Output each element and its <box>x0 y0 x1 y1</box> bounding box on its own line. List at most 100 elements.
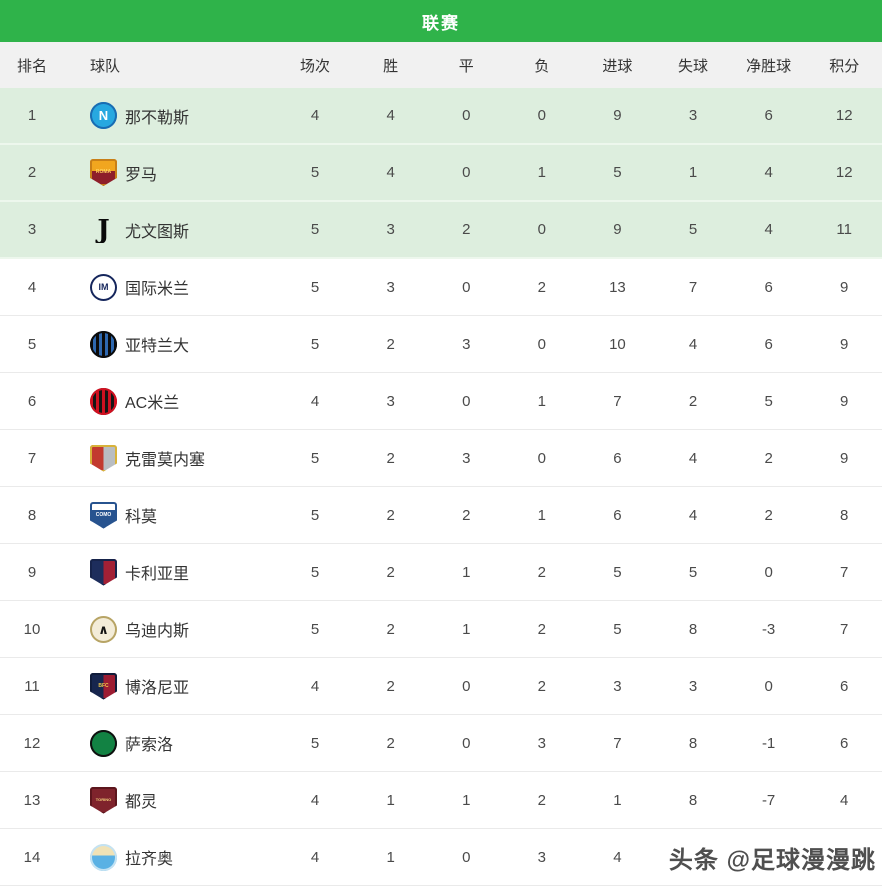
team-name: 都灵 <box>125 794 158 811</box>
stat-goals-for: 5 <box>613 164 622 181</box>
team-rank: 5 <box>27 335 37 353</box>
stat-played: 5 <box>310 221 320 238</box>
col-header-goals-for: 进球 <box>602 57 633 75</box>
stat-goals-for: 3 <box>613 677 622 695</box>
stat-losses: 2 <box>537 620 546 638</box>
stat-goal-diff: 5 <box>764 392 773 410</box>
team-crest-label: TORINO <box>95 797 112 802</box>
team-row[interactable]: 14 拉齐奥 4 1 0 3 4 <box>0 829 882 886</box>
stat-goals-for: 9 <box>613 107 622 124</box>
team-row[interactable]: 13 TORINO 都灵 4 1 1 2 1 8 -7 4 <box>0 772 882 829</box>
stat-goal-diff: 4 <box>764 221 773 238</box>
team-rank: 7 <box>27 449 37 467</box>
team-cell: TORINO 都灵 <box>64 786 277 814</box>
stat-goals-for: 5 <box>613 620 622 638</box>
stat-goals-against: 5 <box>688 563 698 581</box>
team-row[interactable]: 4 IM 国际米兰 5 3 0 2 13 7 6 9 <box>0 259 882 316</box>
league-header-bar: 联赛 <box>0 0 882 42</box>
stat-played: 5 <box>310 563 320 581</box>
team-name: 乌迪内斯 <box>125 623 190 640</box>
team-row[interactable]: 1 N 那不勒斯 4 4 0 0 9 3 6 12 <box>0 88 882 145</box>
team-row[interactable]: 3 J 尤文图斯 5 3 2 0 9 5 4 11 <box>0 202 882 259</box>
team-cell: 萨索洛 <box>64 729 277 757</box>
stat-wins: 4 <box>386 164 395 181</box>
stat-points: 4 <box>840 791 849 809</box>
stat-goals-against: 8 <box>688 791 698 809</box>
team-crest-label: ∧ <box>98 621 109 637</box>
stat-draws: 0 <box>462 848 471 866</box>
team-row[interactable]: 9 卡利亚里 5 2 1 2 5 5 0 7 <box>0 544 882 601</box>
team-cell: 亚特兰大 <box>64 330 277 358</box>
stat-draws: 1 <box>462 620 471 638</box>
team-row[interactable]: 12 萨索洛 5 2 0 3 7 8 -1 6 <box>0 715 882 772</box>
stat-wins: 2 <box>386 335 395 353</box>
stat-losses: 1 <box>537 164 546 181</box>
team-row[interactable]: 8 COMO 科莫 5 2 2 1 6 4 2 8 <box>0 487 882 544</box>
stat-goal-diff: 0 <box>764 563 773 581</box>
stat-draws: 3 <box>462 449 471 467</box>
stat-points: 6 <box>840 677 849 695</box>
col-header-points: 积分 <box>829 57 860 75</box>
stat-goals-for: 4 <box>613 848 622 866</box>
team-cell: J 尤文图斯 <box>64 216 277 243</box>
team-row[interactable]: 2 ROMA 罗马 5 4 0 1 5 1 4 12 <box>0 145 882 202</box>
team-name: 克雷莫内塞 <box>125 452 206 469</box>
team-crest-icon: J <box>90 216 117 243</box>
team-rank: 11 <box>24 677 40 695</box>
stat-goals-for: 6 <box>613 449 622 467</box>
team-row[interactable]: 5 亚特兰大 5 2 3 0 10 4 6 9 <box>0 316 882 373</box>
team-crest-icon <box>90 387 117 415</box>
team-cell: 拉齐奥 <box>64 843 277 871</box>
team-row[interactable]: 11 BFC 博洛尼亚 4 2 0 2 3 3 0 6 <box>0 658 882 715</box>
team-crest-label: ROMA <box>95 169 112 175</box>
stat-wins: 3 <box>386 392 395 410</box>
team-cell: AC米兰 <box>64 387 277 415</box>
stat-losses: 3 <box>537 734 546 752</box>
team-crest-icon: BFC <box>90 672 117 700</box>
team-cell: COMO 科莫 <box>64 501 277 529</box>
stat-played: 4 <box>310 677 320 695</box>
team-rank: 2 <box>27 164 37 181</box>
team-cell: ROMA 罗马 <box>64 159 277 186</box>
stat-goal-diff: 4 <box>764 164 773 181</box>
stat-wins: 2 <box>386 677 395 695</box>
stat-draws: 0 <box>462 107 471 124</box>
column-header-row: 排名 球队 场次 胜 平 负 进球 失球 净胜球 积分 <box>0 42 882 88</box>
team-row[interactable]: 10 ∧ 乌迪内斯 5 2 1 2 5 8 -3 7 <box>0 601 882 658</box>
team-crest-icon <box>90 330 117 358</box>
col-header-wins: 胜 <box>383 57 399 75</box>
team-row[interactable]: 6 AC米兰 4 3 0 1 7 2 5 9 <box>0 373 882 430</box>
team-name: 国际米兰 <box>125 281 190 298</box>
stat-losses: 1 <box>537 506 546 524</box>
stat-goals-against: 2 <box>688 392 698 410</box>
stat-losses: 0 <box>537 335 546 353</box>
stat-goal-diff: -1 <box>761 734 776 752</box>
team-cell: IM 国际米兰 <box>64 273 277 301</box>
team-name: 拉齐奥 <box>125 851 174 868</box>
col-header-team: 球队 <box>90 57 121 75</box>
stat-played: 5 <box>310 620 320 638</box>
team-name: 罗马 <box>125 166 158 184</box>
stat-points: 9 <box>840 449 849 467</box>
team-crest-icon: TORINO <box>90 786 117 814</box>
stat-goals-for: 13 <box>609 278 626 296</box>
team-crest-label: BFC <box>98 682 109 689</box>
stat-played: 4 <box>310 392 320 410</box>
team-row[interactable]: 7 克雷莫内塞 5 2 3 0 6 4 2 9 <box>0 430 882 487</box>
stat-played: 4 <box>310 848 320 866</box>
stat-goals-for: 10 <box>609 335 626 353</box>
stat-wins: 2 <box>386 449 395 467</box>
stat-points: 7 <box>840 563 849 581</box>
team-crest-label: N <box>98 108 109 123</box>
stat-goals-against: 3 <box>688 677 698 695</box>
stat-draws: 3 <box>462 335 471 353</box>
stat-losses: 3 <box>537 848 546 866</box>
stat-goals-against: 3 <box>688 107 698 124</box>
stat-goals-for: 7 <box>613 734 622 752</box>
stat-goal-diff: -3 <box>761 620 776 638</box>
stat-losses: 2 <box>537 563 546 581</box>
stat-draws: 2 <box>462 221 471 238</box>
team-crest-icon <box>90 558 117 586</box>
stat-goals-against: 8 <box>688 620 698 638</box>
